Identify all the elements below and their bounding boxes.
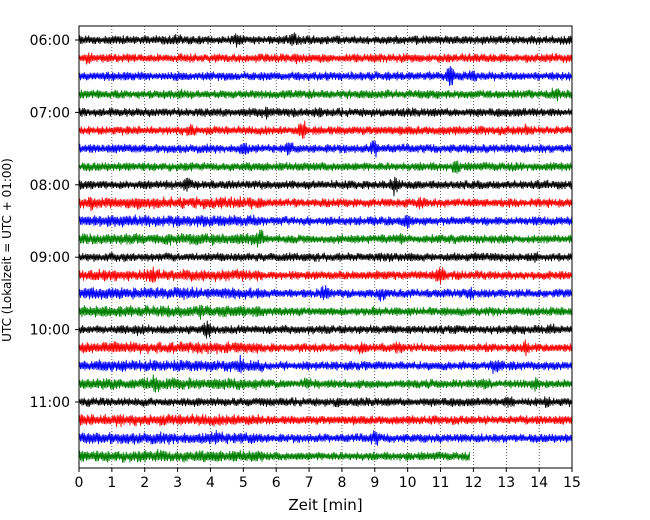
x-tick-label-8: 8 (337, 475, 346, 491)
x-tick-label-15: 15 (563, 475, 581, 491)
x-tick-label-9: 9 (370, 475, 379, 491)
trace-0830 (78, 214, 573, 229)
x-tick-label-2: 2 (140, 475, 149, 491)
x-tick-label-3: 3 (173, 475, 182, 491)
x-tick-label-14: 14 (530, 475, 548, 491)
trace-0815 (78, 196, 573, 212)
trace-0800 (78, 176, 573, 197)
trace-0845 (78, 229, 573, 248)
trace-0630 (78, 65, 573, 86)
trace-0715 (78, 120, 573, 139)
x-tick-label-4: 4 (206, 475, 215, 491)
y-tick-label-4: 10:00 (30, 323, 70, 339)
x-tick-label-12: 12 (464, 475, 482, 491)
trace-1115 (78, 413, 573, 428)
y-tick-label-2: 08:00 (30, 178, 70, 194)
trace-0915 (78, 266, 573, 284)
x-tick-label-13: 13 (497, 475, 515, 491)
x-tick-label-7: 7 (305, 475, 314, 491)
trace-1045 (78, 374, 573, 393)
trace-0615 (78, 52, 573, 65)
y-tick-label-1: 07:00 (30, 105, 70, 121)
plot-frame (78, 25, 573, 469)
trace-0645 (78, 87, 573, 102)
trace-1100 (78, 396, 573, 409)
y-axis-ticks: 06:00 07:00 08:00 09:00 10:00 11:00 (30, 33, 79, 411)
x-tick-label-10: 10 (399, 475, 417, 491)
y-tick-label-3: 09:00 (30, 250, 70, 266)
x-tick-label-11: 11 (432, 475, 450, 491)
trace-0730 (78, 140, 573, 158)
trace-0930 (78, 284, 573, 302)
x-tick-label-5: 5 (239, 475, 248, 491)
trace-0600 (78, 32, 573, 48)
trace-1030 (78, 354, 573, 375)
x-tick-label-0: 0 (75, 475, 84, 491)
trace-1015 (78, 339, 573, 357)
trace-1145 (78, 448, 471, 463)
y-tick-label-5: 11:00 (30, 395, 70, 411)
x-tick-label-1: 1 (107, 475, 116, 491)
x-axis-ticks: 0 1 2 3 4 5 6 7 8 9 10 11 12 13 14 15 (75, 468, 581, 491)
trace-1130 (78, 429, 573, 446)
y-axis-label: UTC (Lokalzeit = UTC + 01:00) (0, 158, 14, 342)
trace-0700 (78, 106, 573, 120)
y-tick-label-0: 06:00 (30, 33, 70, 49)
trace-0945 (78, 304, 573, 320)
seismic-traces (78, 32, 573, 463)
trace-0745 (78, 160, 573, 174)
trace-1000 (78, 320, 573, 339)
x-tick-label-6: 6 (272, 475, 281, 491)
trace-0900 (78, 251, 573, 263)
x-axis-label: Zeit [min] (288, 496, 362, 514)
